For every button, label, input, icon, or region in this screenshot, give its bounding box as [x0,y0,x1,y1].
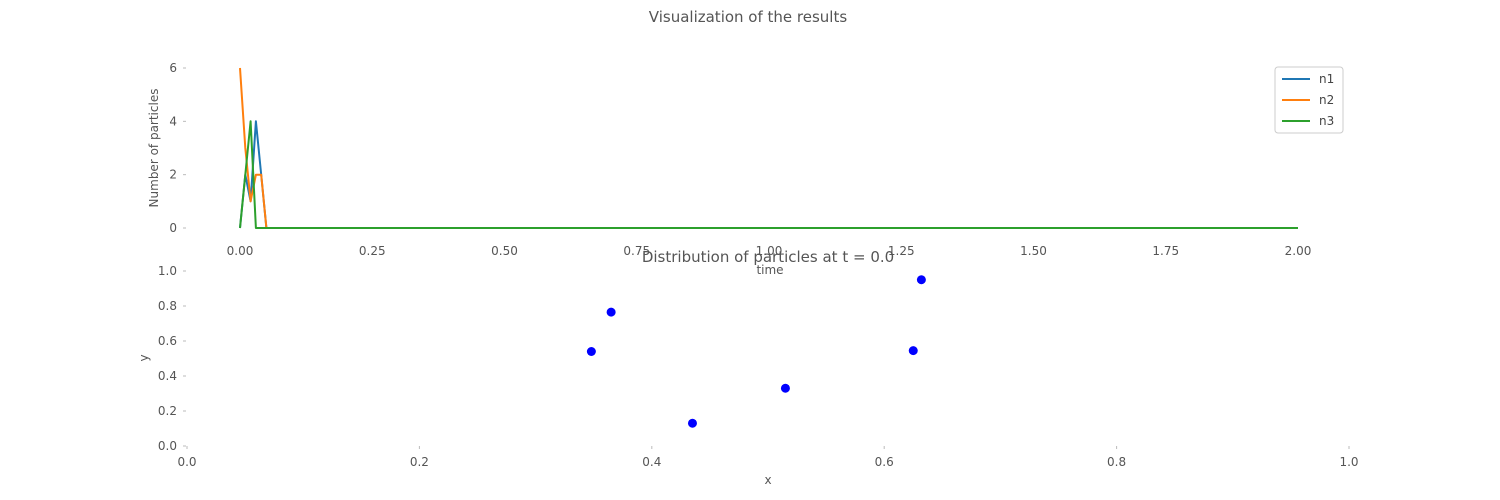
line-chart: 0.00 0.25 0.50 0.75 1.00 1.25 1.50 1.75 2.00 0 2 4… [147,61,1344,277]
legend-label-n3: n3 [1319,114,1334,128]
legend: n1 n2 n3 [1274,66,1344,134]
scatter-y-axis: 0.0 0.2 0.4 0.6 0.8 1.0 [158,264,186,453]
line-x-axis: 0.00 0.25 0.50 0.75 1.00 1.25 1.50 1.75 2.00 [227,244,1312,258]
line-x-tick-label: 1.25 [888,244,915,258]
scatter-x-tick-label: 1.0 [1339,455,1358,469]
line-x-tick-label: 0.50 [491,244,518,258]
scatter-y-tick-label: 0.4 [158,369,177,383]
line-x-axis-label: time [756,263,783,277]
scatter-y-tick-label: 0.6 [158,334,177,348]
scatter-x-tick-label: 0.8 [1107,455,1126,469]
line-series-n3 [239,120,1298,229]
scatter-x-axis-label: x [764,473,771,487]
line-y-tick-label: 2 [169,168,177,182]
scatter-chart: Distribution of particles at t = 0.0 0.0… [137,248,1359,487]
scatter-x-tick-label: 0.4 [642,455,661,469]
scatter-y-tick-label: 0.0 [158,439,177,453]
scatter-title: Distribution of particles at t = 0.0 [642,248,894,266]
line-y-tick-label: 4 [169,114,177,128]
scatter-point [780,383,790,393]
line-x-tick-label: 0.25 [359,244,386,258]
line-series-n2 [239,67,1298,229]
scatter-point [687,418,697,428]
line-y-tick-label: 0 [169,221,177,235]
line-x-tick-label: 0.75 [623,244,650,258]
scatter-x-tick-label: 0.2 [410,455,429,469]
line-x-tick-label: 1.75 [1152,244,1179,258]
line-y-axis-label: Number of particles [147,89,161,208]
scatter-point [916,275,926,285]
line-y-axis: 0 2 4 6 [169,61,186,235]
scatter-point [606,307,616,317]
legend-label-n2: n2 [1319,93,1334,107]
figure-title: Visualization of the results [649,8,848,26]
legend-label-n1: n1 [1319,72,1334,86]
line-y-tick-label: 6 [169,61,177,75]
scatter-point [586,347,596,356]
scatter-x-axis: 0.0 0.2 0.4 0.6 0.8 1.0 [177,446,1359,469]
line-x-tick-label: 1.00 [756,244,783,258]
scatter-y-tick-label: 1.0 [158,264,177,278]
line-x-tick-label: 2.00 [1285,244,1312,258]
scatter-points-group [586,275,926,428]
line-series-group [239,67,1298,229]
line-series-n1 [239,120,1298,229]
scatter-point [908,346,918,356]
scatter-x-tick-label: 0.0 [177,455,196,469]
scatter-x-tick-label: 0.6 [875,455,894,469]
scatter-y-tick-label: 0.8 [158,299,177,313]
line-x-tick-label: 1.50 [1020,244,1047,258]
scatter-y-tick-label: 0.2 [158,404,177,418]
line-x-tick-label: 0.00 [227,244,254,258]
scatter-y-axis-label: y [137,354,151,361]
